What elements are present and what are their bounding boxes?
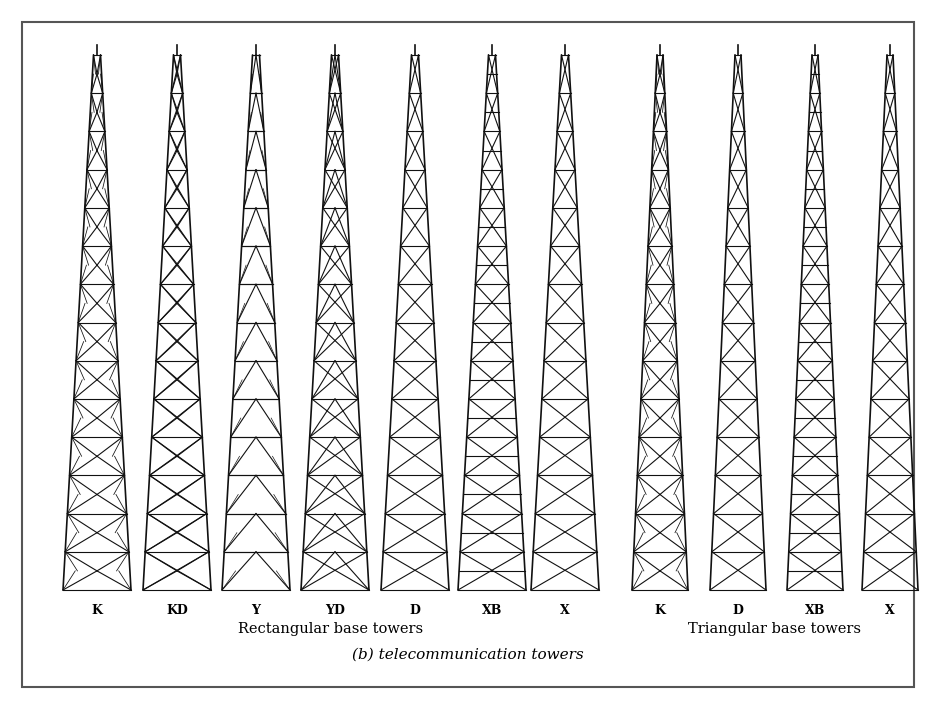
Text: XB: XB xyxy=(805,604,826,617)
Text: D: D xyxy=(410,604,420,617)
Text: K: K xyxy=(654,604,665,617)
Text: KD: KD xyxy=(166,604,188,617)
Text: Y: Y xyxy=(252,604,260,617)
Text: (b) telecommunication towers: (b) telecommunication towers xyxy=(352,648,584,662)
Text: XB: XB xyxy=(482,604,503,617)
Text: Rectangular base towers: Rectangular base towers xyxy=(239,622,424,636)
Text: X: X xyxy=(885,604,895,617)
Text: X: X xyxy=(560,604,570,617)
Text: K: K xyxy=(92,604,102,617)
Text: YD: YD xyxy=(325,604,345,617)
Text: D: D xyxy=(733,604,743,617)
Text: Triangular base towers: Triangular base towers xyxy=(689,622,861,636)
